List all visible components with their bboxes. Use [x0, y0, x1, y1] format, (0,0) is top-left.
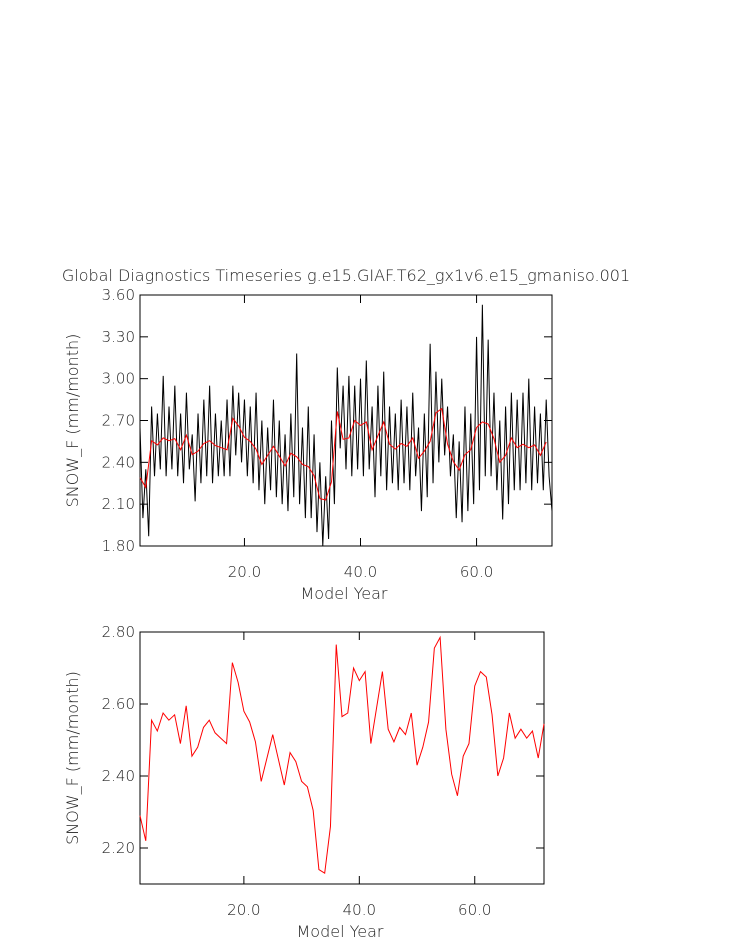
y-axis-label: SNOW_F (mm/month) [63, 671, 82, 845]
x-tick-label: 40.0 [344, 563, 377, 581]
series-line [139, 635, 545, 875]
x-axis-label: Model Year [297, 922, 384, 941]
plot-frame [139, 631, 545, 885]
x-tick-label: 40.0 [343, 901, 376, 919]
y-tick-label: 1.80 [102, 537, 135, 555]
series-line [139, 304, 553, 547]
y-tick-label: 2.70 [102, 412, 135, 430]
y-tick-label: 2.80 [102, 623, 135, 641]
y-tick-label: 3.00 [102, 370, 135, 388]
x-axis-label: Model Year [301, 584, 388, 603]
y-tick-label: 2.60 [102, 695, 135, 713]
x-tick-label: 20.0 [227, 901, 260, 919]
series-line [139, 407, 547, 501]
y-tick-label: 2.40 [102, 453, 135, 471]
x-tick-label: 60.0 [460, 563, 493, 581]
y-axis-label: SNOW_F (mm/month) [63, 334, 82, 508]
y-tick-label: 2.20 [102, 839, 135, 857]
chart-title: Global Diagnostics Timeseries g.e15.GIAF… [62, 266, 630, 285]
x-tick-label: 20.0 [228, 563, 261, 581]
y-tick-label: 2.10 [102, 495, 135, 513]
x-tick-label: 60.0 [458, 901, 491, 919]
y-tick-label: 2.40 [102, 767, 135, 785]
y-tick-label: 3.30 [102, 328, 135, 346]
y-tick-label: 3.60 [102, 286, 135, 304]
